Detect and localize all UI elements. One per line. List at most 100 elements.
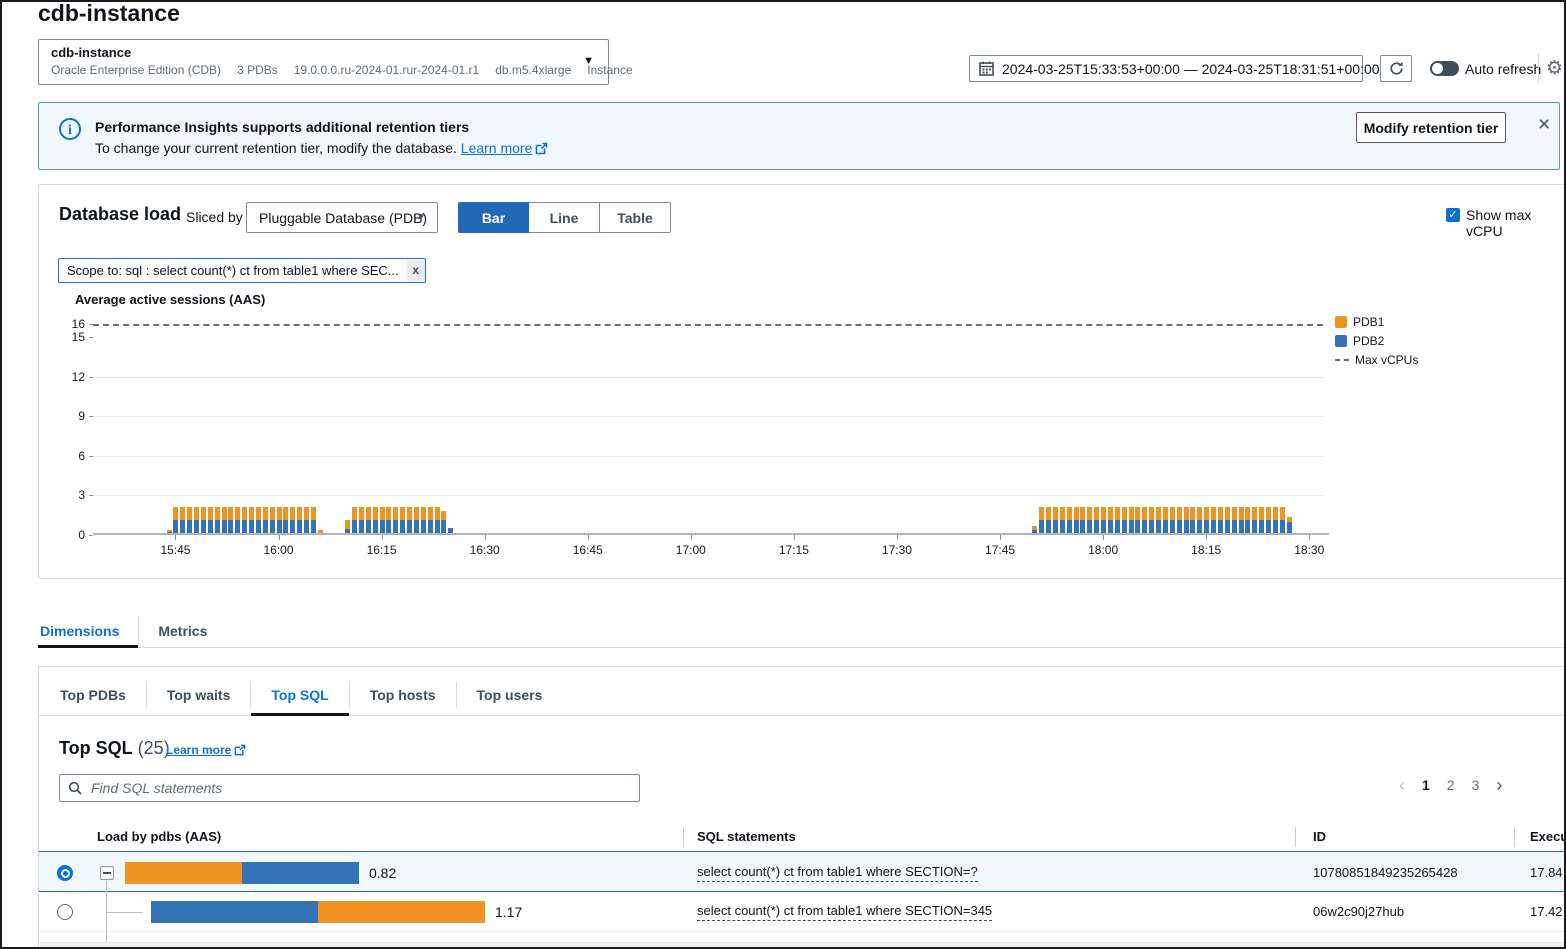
chart-bar[interactable] bbox=[1163, 507, 1168, 533]
table-row[interactable]: 0.82select count(*) ct from table1 where… bbox=[39, 851, 1564, 892]
chart-bar[interactable] bbox=[256, 507, 261, 533]
chart-bar[interactable] bbox=[1122, 507, 1127, 533]
chart-bar[interactable] bbox=[1190, 507, 1195, 533]
tab-metrics[interactable]: Metrics bbox=[139, 614, 226, 647]
chart-bar[interactable] bbox=[1197, 507, 1202, 533]
pagination-page-2[interactable]: 2 bbox=[1444, 777, 1458, 793]
chart-bar[interactable] bbox=[311, 507, 316, 533]
instance-selector[interactable]: cdb-instance Oracle Enterprise Edition (… bbox=[38, 39, 609, 85]
chart-bar[interactable] bbox=[1218, 507, 1223, 533]
chart-bar[interactable] bbox=[180, 507, 185, 533]
chart-bar[interactable] bbox=[393, 507, 398, 533]
chart-bar[interactable] bbox=[1129, 507, 1134, 533]
sql-statement-link[interactable]: select count(*) ct from table1 where SEC… bbox=[697, 903, 992, 921]
chart-bar[interactable] bbox=[1177, 507, 1182, 533]
banner-close-icon[interactable]: × bbox=[1538, 114, 1550, 135]
chart-bar[interactable] bbox=[345, 520, 350, 533]
chart-bar[interactable] bbox=[1115, 507, 1120, 533]
table-row[interactable]: 1.17select count(*) ct from table1 where… bbox=[39, 892, 1564, 932]
chart-bar[interactable] bbox=[1080, 507, 1085, 533]
chart-bar[interactable] bbox=[1135, 507, 1140, 533]
chart-bar[interactable] bbox=[283, 507, 288, 533]
chart-bar[interactable] bbox=[1204, 507, 1209, 533]
chart-bar[interactable] bbox=[173, 507, 178, 533]
chart-bar[interactable] bbox=[1170, 507, 1175, 533]
chart-bar[interactable] bbox=[277, 507, 282, 533]
chart-bar[interactable] bbox=[222, 507, 227, 533]
chart-bar[interactable] bbox=[407, 507, 412, 533]
chart-bar[interactable] bbox=[1094, 507, 1099, 533]
tab-top-hosts[interactable]: Top hosts bbox=[350, 675, 456, 715]
chart-bar[interactable] bbox=[1156, 507, 1161, 533]
pagination-page-1[interactable]: 1 bbox=[1419, 777, 1433, 793]
chart-bar[interactable] bbox=[297, 507, 302, 533]
chart-bar[interactable] bbox=[1280, 507, 1285, 533]
chart-bar[interactable] bbox=[441, 511, 446, 533]
chart-bar[interactable] bbox=[1046, 507, 1051, 533]
learn-more-link[interactable]: Learn more bbox=[166, 743, 231, 757]
view-toggle-bar[interactable]: Bar bbox=[458, 202, 529, 233]
chart-bar[interactable] bbox=[1039, 507, 1044, 533]
chart-bar[interactable] bbox=[1232, 507, 1237, 533]
chart-bar[interactable] bbox=[1245, 507, 1250, 533]
chart-bar[interactable] bbox=[1067, 507, 1072, 533]
chart-bar[interactable] bbox=[249, 507, 254, 533]
view-toggle-line[interactable]: Line bbox=[529, 202, 600, 233]
chart-bar[interactable] bbox=[228, 507, 233, 533]
chart-bar[interactable] bbox=[1239, 507, 1244, 533]
scope-remove-icon[interactable]: x bbox=[407, 260, 425, 281]
view-toggle-table[interactable]: Table bbox=[600, 202, 671, 233]
tab-top-waits[interactable]: Top waits bbox=[147, 675, 251, 715]
auto-refresh-toggle[interactable] bbox=[1430, 61, 1459, 76]
chart-bar[interactable] bbox=[304, 507, 309, 533]
modify-retention-tier-button[interactable]: Modify retention tier bbox=[1356, 112, 1506, 143]
chart-bar[interactable] bbox=[290, 507, 295, 533]
chart-bar[interactable] bbox=[428, 507, 433, 533]
chart-bar[interactable] bbox=[1101, 507, 1106, 533]
pagination-prev-icon[interactable]: ‹ bbox=[1396, 778, 1408, 792]
chart-bar[interactable] bbox=[167, 530, 172, 533]
chart-bar[interactable] bbox=[386, 507, 391, 533]
pagination-page-3[interactable]: 3 bbox=[1469, 777, 1483, 793]
show-max-vcpu-checkbox[interactable]: ✓ bbox=[1446, 208, 1460, 222]
chart-bar[interactable] bbox=[208, 507, 213, 533]
chart-bar[interactable] bbox=[1108, 507, 1113, 533]
chart-bar[interactable] bbox=[1287, 517, 1292, 533]
chart-bar[interactable] bbox=[1087, 507, 1092, 533]
chart-bar[interactable] bbox=[414, 507, 419, 533]
tab-top-sql[interactable]: Top SQL bbox=[251, 675, 348, 715]
chart-bar[interactable] bbox=[352, 507, 357, 533]
chart-bar[interactable] bbox=[1266, 507, 1271, 533]
sql-statement-link[interactable]: select count(*) ct from table1 where SEC… bbox=[697, 864, 978, 882]
tab-dimensions[interactable]: Dimensions bbox=[38, 614, 138, 647]
chart-bar[interactable] bbox=[1032, 526, 1037, 533]
chart-bar[interactable] bbox=[1074, 507, 1079, 533]
chart-bar[interactable] bbox=[194, 507, 199, 533]
chart-bar[interactable] bbox=[366, 507, 371, 533]
chart-bar[interactable] bbox=[400, 507, 405, 533]
chart-bar[interactable] bbox=[1060, 507, 1065, 533]
banner-learn-more-link[interactable]: Learn more bbox=[461, 140, 533, 156]
collapse-expander-icon[interactable] bbox=[100, 866, 114, 880]
table-settings-gear-icon[interactable]: ⚙ bbox=[1563, 775, 1564, 796]
tab-top-users[interactable]: Top users bbox=[457, 675, 563, 715]
chart-bar[interactable] bbox=[1225, 507, 1230, 533]
chart-bar[interactable] bbox=[1211, 507, 1216, 533]
chart-bar[interactable] bbox=[435, 507, 440, 533]
chart-bar[interactable] bbox=[359, 507, 364, 533]
slice-by-dropdown[interactable]: Pluggable Database (PDB) ▼ bbox=[246, 202, 438, 233]
refresh-button[interactable] bbox=[1380, 55, 1412, 82]
chart-bar[interactable] bbox=[1142, 507, 1147, 533]
pagination-next-icon[interactable]: › bbox=[1493, 778, 1505, 792]
date-range-picker[interactable]: 2024-03-25T15:33:53+00:00 — 2024-03-25T1… bbox=[969, 55, 1363, 82]
chart-bar[interactable] bbox=[201, 507, 206, 533]
tab-top-pdbs[interactable]: Top PDBs bbox=[39, 675, 146, 715]
chart-bar[interactable] bbox=[421, 507, 426, 533]
chart-bar[interactable] bbox=[215, 507, 220, 533]
row-radio-button[interactable] bbox=[57, 904, 73, 920]
chart-bar[interactable] bbox=[263, 507, 268, 533]
horizontal-scrollbar[interactable] bbox=[40, 942, 1564, 947]
chart-bar[interactable] bbox=[235, 507, 240, 533]
row-radio-button[interactable] bbox=[57, 865, 73, 881]
chart-bar[interactable] bbox=[1053, 507, 1058, 533]
